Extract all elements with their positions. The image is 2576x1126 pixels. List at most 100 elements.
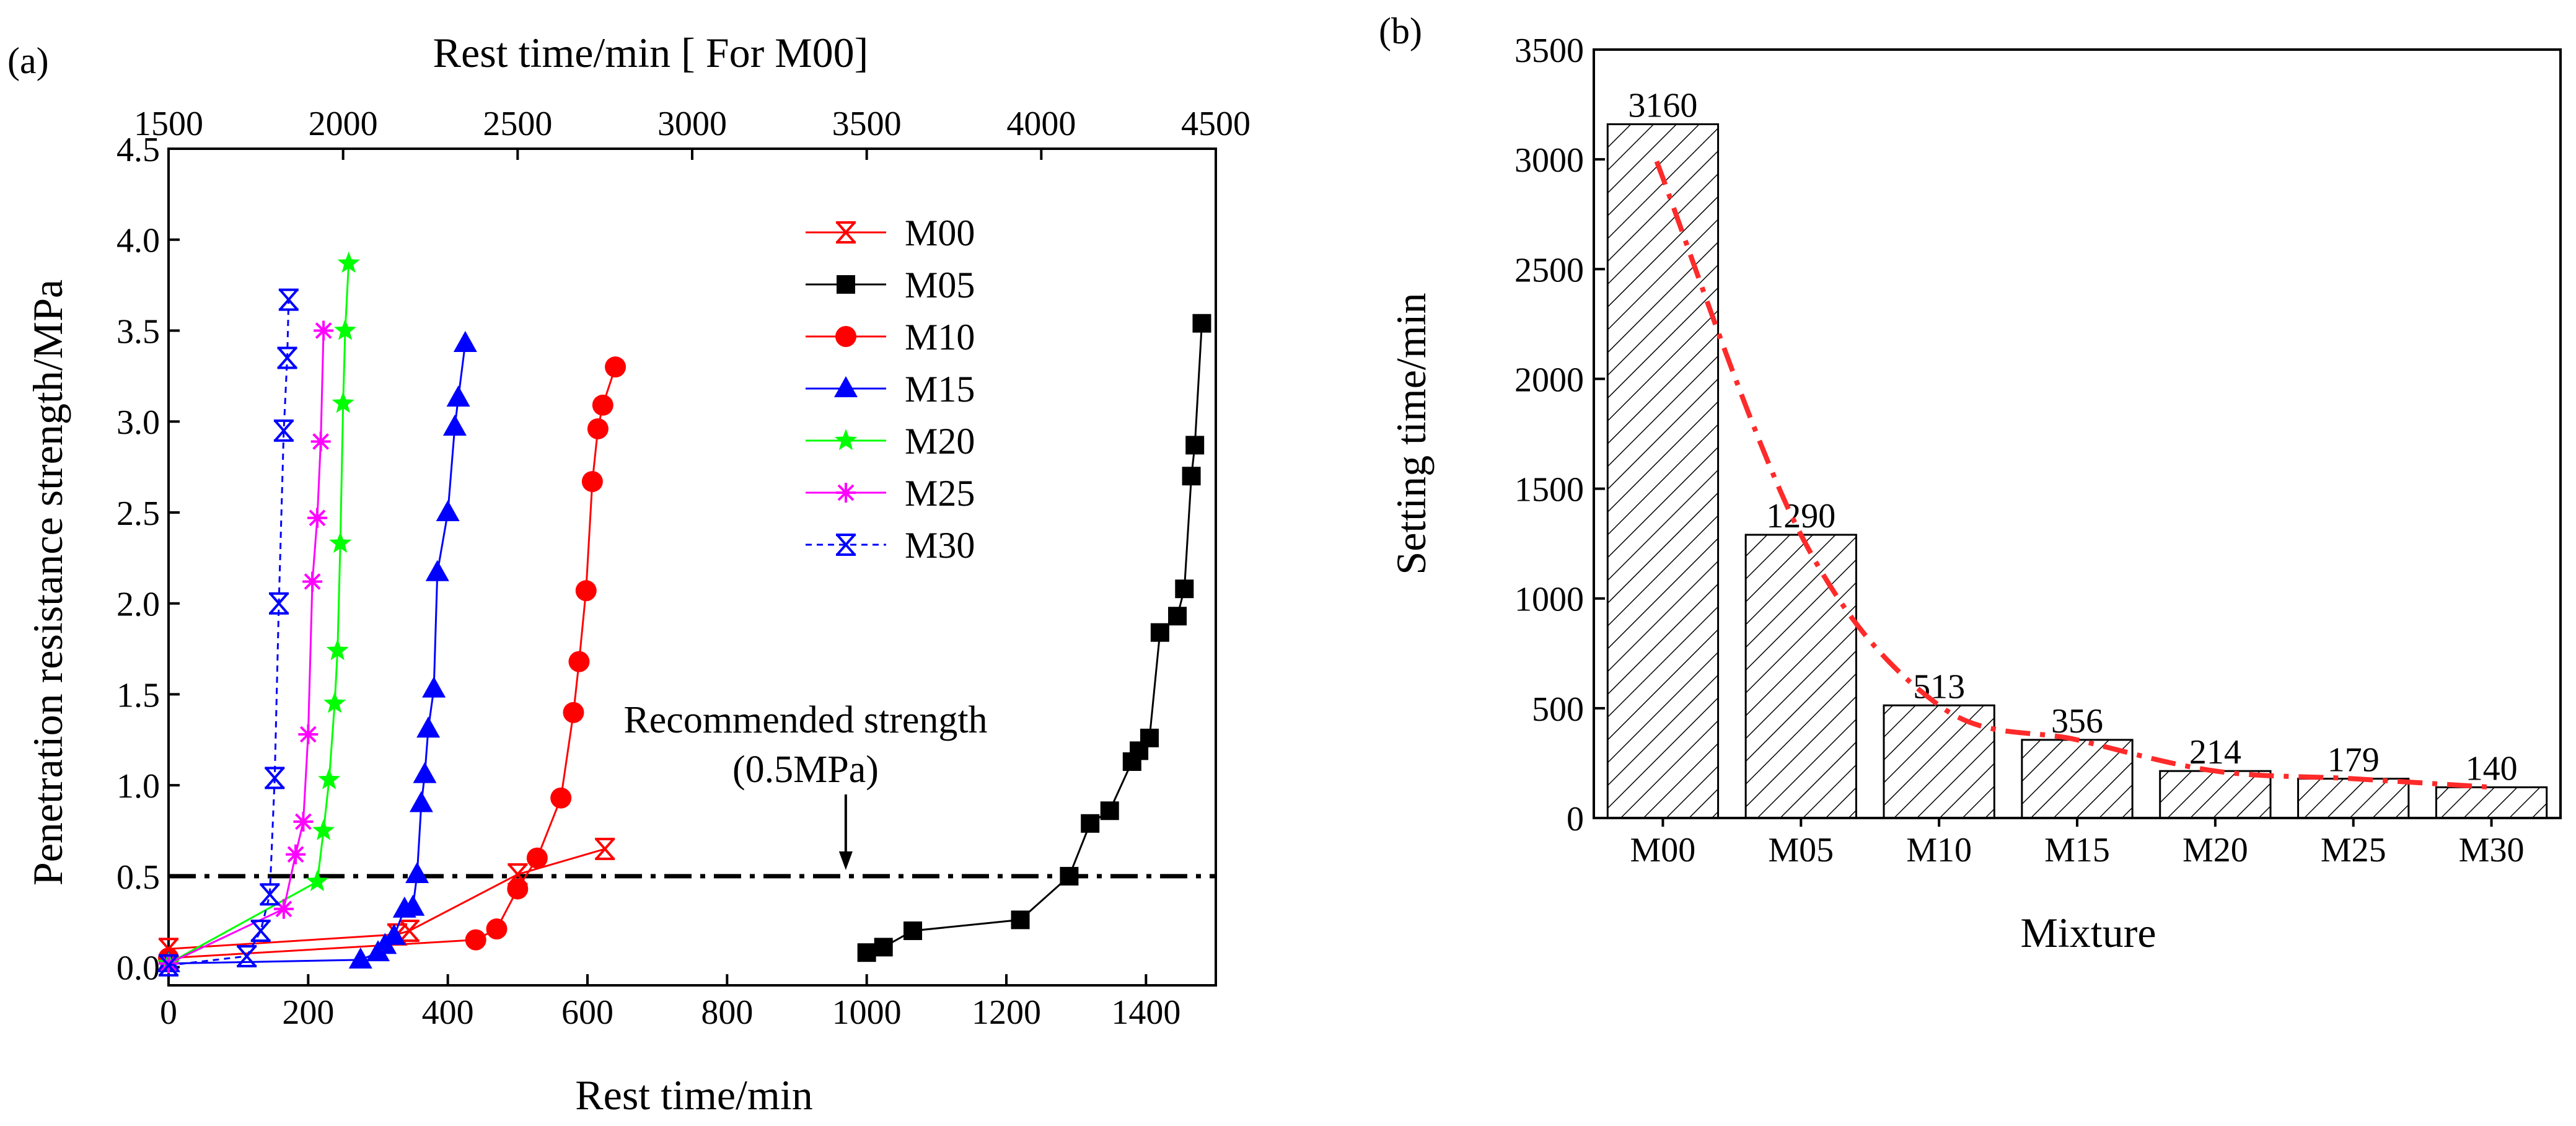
data-point-m30: [250, 919, 271, 942]
x-axis-ticks: 0 200 400 600 800 1000 1200 1400: [160, 974, 1180, 1032]
bars: 3160 1290 513 356 214 179 140: [1606, 86, 2548, 819]
data-point-m20: [306, 869, 329, 892]
data-point-m30: [278, 288, 299, 311]
panel-a-line-chart: (a) Rest time/min [ For M00] Rest time/m…: [7, 29, 1251, 1119]
y-tick-label: 2.0: [116, 586, 160, 624]
data-point-m30: [273, 419, 294, 442]
data-point-m25: [307, 508, 327, 528]
plot-frame-a: [167, 147, 1217, 987]
top-x-axis-title: Rest time/min [ For M00]: [433, 29, 869, 76]
bar-m00: [1606, 123, 1720, 819]
y-tick-label-b: 1000: [1514, 581, 1584, 619]
legend-marker-m20: [834, 429, 858, 451]
annotation-arrow-head: [838, 851, 853, 870]
data-point-m15: [446, 385, 470, 407]
top-x-tick-label: 4000: [1006, 105, 1076, 143]
data-point-m25: [286, 844, 306, 864]
bar-value-label-m30: 140: [2466, 749, 2518, 788]
data-point-m15: [416, 716, 441, 738]
data-point-m10: [592, 394, 613, 416]
category-labels: M00 M05 M10 M15 M20 M25 M30: [1630, 818, 2525, 869]
data-point-m10: [507, 878, 529, 900]
legend-marker-m15: [834, 376, 858, 397]
y-tick-label-b: 3000: [1514, 141, 1584, 180]
plot-frame-b: [1593, 48, 2562, 819]
legend-label-m30: M30: [905, 525, 975, 566]
bar-value-label-m15: 356: [2051, 702, 2103, 741]
data-point-m15: [422, 676, 446, 698]
data-point-m25: [314, 320, 334, 341]
data-point-m25: [293, 811, 314, 832]
category-label-m00: M00: [1630, 831, 1696, 869]
x-tick-label: 1200: [972, 993, 1041, 1032]
data-point-m20: [334, 319, 357, 340]
series-line-m25: [168, 330, 325, 965]
bar-m15: [2021, 739, 2134, 819]
legend-marker-m05: [837, 275, 855, 294]
category-label-m15: M15: [2044, 831, 2110, 869]
y-axis-title-b: Setting time/min: [1387, 292, 1435, 574]
data-point-m15: [453, 331, 477, 353]
data-point-m30: [269, 592, 289, 615]
data-point-m05: [903, 921, 923, 940]
data-point-m05: [1011, 910, 1030, 930]
x-tick-label: 400: [422, 993, 474, 1032]
legend-label-m15: M15: [905, 369, 975, 410]
y-tick-label: 2.5: [116, 495, 160, 533]
data-point-m05: [1081, 814, 1100, 833]
top-x-tick-label: 2000: [309, 105, 378, 143]
data-point-m25: [298, 724, 319, 744]
legend-label-m05: M05: [905, 265, 975, 306]
data-point-m05: [1100, 801, 1119, 820]
data-point-m10: [605, 356, 626, 378]
data-point-m05: [1175, 579, 1194, 599]
panel-b-label: (b): [1379, 11, 1422, 51]
bar-value-label-m10: 513: [1913, 667, 1965, 706]
y-tick-label: 3.0: [116, 403, 160, 442]
x-tick-label: 800: [701, 993, 753, 1032]
data-series: [157, 251, 1211, 977]
annotation-line2: (0.5MPa): [732, 749, 879, 791]
data-point-m20: [332, 391, 354, 413]
legend-label-m00: M00: [905, 213, 975, 253]
data-point-m05: [1140, 728, 1159, 747]
bar-value-label-m05: 1290: [1766, 497, 1835, 535]
data-point-m10: [550, 787, 572, 809]
bar-value-label-m25: 179: [2328, 741, 2380, 780]
data-point-m15: [409, 791, 433, 812]
y-tick-label: 4.5: [116, 131, 160, 169]
x-tick-label: 600: [561, 993, 613, 1032]
data-point-m30: [265, 767, 285, 790]
data-point-m30: [159, 954, 178, 977]
y-tick-label-b: 2000: [1514, 361, 1584, 399]
top-x-tick-label: 1500: [134, 105, 203, 143]
data-point-m30: [260, 883, 280, 906]
data-point-m05: [874, 938, 893, 957]
series-m05: [857, 314, 1211, 962]
data-point-m10: [526, 847, 548, 869]
series-m15: [157, 331, 477, 972]
data-point-m15: [382, 923, 406, 945]
bar-m30: [2435, 786, 2548, 819]
category-label-m30: M30: [2459, 831, 2525, 869]
data-point-m05: [1168, 607, 1187, 626]
data-point-m10: [568, 651, 590, 672]
category-label-m10: M10: [1906, 831, 1972, 869]
data-point-m25: [310, 431, 331, 452]
legend-label-m25: M25: [905, 473, 975, 514]
data-point-m25: [273, 899, 294, 919]
y-tick-label-b: 1500: [1514, 471, 1584, 509]
x-tick-label: 1000: [832, 993, 902, 1032]
data-point-m15: [436, 499, 460, 521]
series-m10: [158, 356, 626, 969]
y-tick-label: 0.5: [116, 858, 160, 897]
data-point-m15: [442, 415, 467, 436]
legend-marker-m30: [836, 534, 856, 556]
data-point-m10: [575, 580, 597, 602]
legend-marker-m25: [836, 483, 856, 503]
data-point-m25: [302, 571, 323, 592]
bar-m25: [2297, 778, 2410, 819]
data-point-m05: [1192, 314, 1211, 333]
data-point-m05: [1150, 623, 1169, 642]
